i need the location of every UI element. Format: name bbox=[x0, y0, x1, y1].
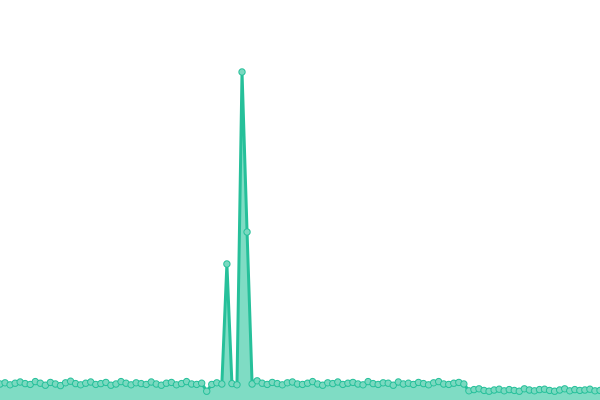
area-line bbox=[0, 70, 600, 393]
data-point bbox=[218, 380, 226, 388]
data-point bbox=[238, 68, 246, 76]
data-point bbox=[233, 381, 241, 389]
data-point bbox=[460, 380, 468, 388]
data-point bbox=[223, 260, 231, 268]
data-point bbox=[203, 387, 211, 395]
data-point bbox=[197, 379, 206, 387]
area-fill bbox=[0, 72, 600, 400]
data-point bbox=[243, 228, 251, 236]
